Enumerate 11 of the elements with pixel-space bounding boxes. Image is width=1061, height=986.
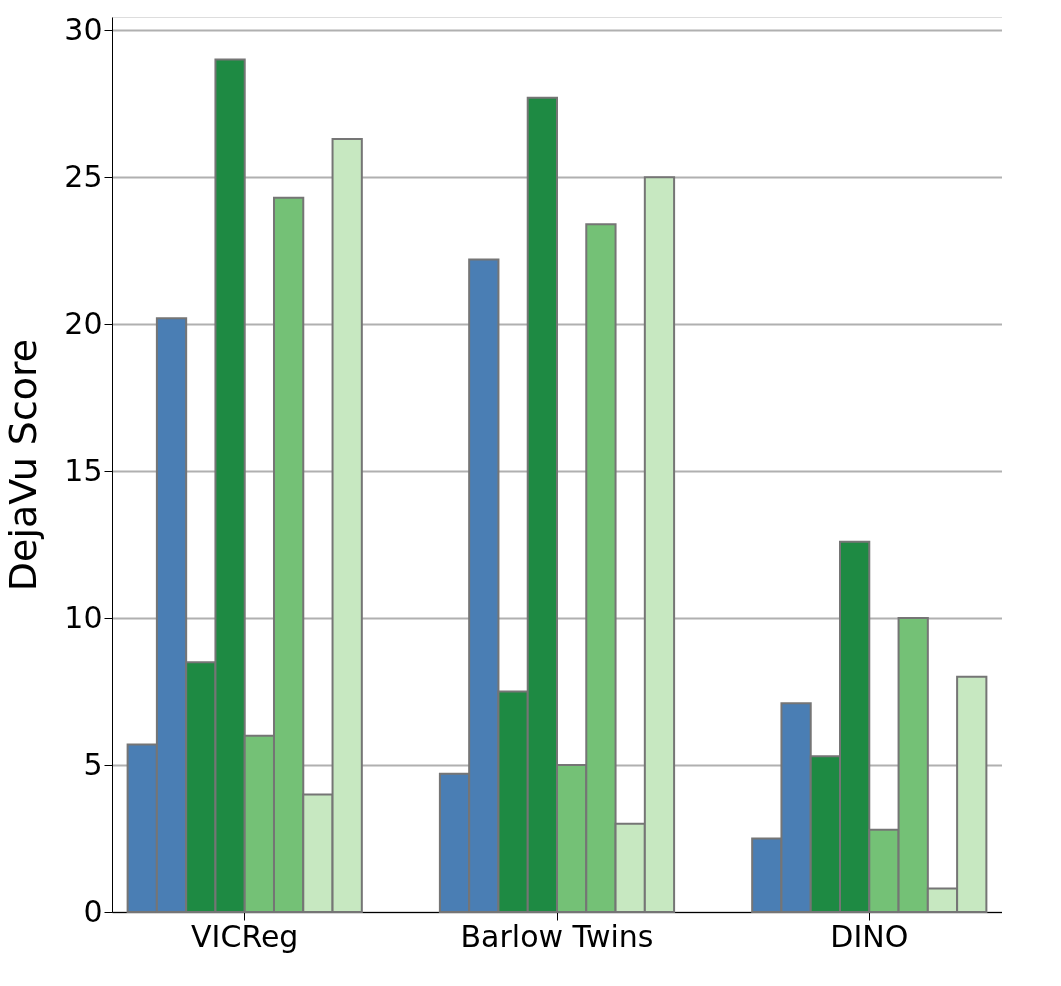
y-axis-title: DejaVu Score: [1, 338, 46, 592]
x-tick-label: VICReg: [191, 918, 299, 954]
y-tick-label: 30: [64, 11, 103, 47]
y-tick-label: 25: [64, 158, 103, 194]
y-tick-label: 5: [83, 746, 103, 782]
y-tick-label: 20: [64, 305, 103, 341]
y-tick-label: 15: [64, 452, 103, 488]
x-tick-label: Barlow Twins: [460, 918, 654, 954]
y-tick-label: 0: [83, 893, 103, 929]
y-tick-label: 10: [64, 599, 103, 635]
x-tick-label: DINO: [830, 918, 909, 954]
